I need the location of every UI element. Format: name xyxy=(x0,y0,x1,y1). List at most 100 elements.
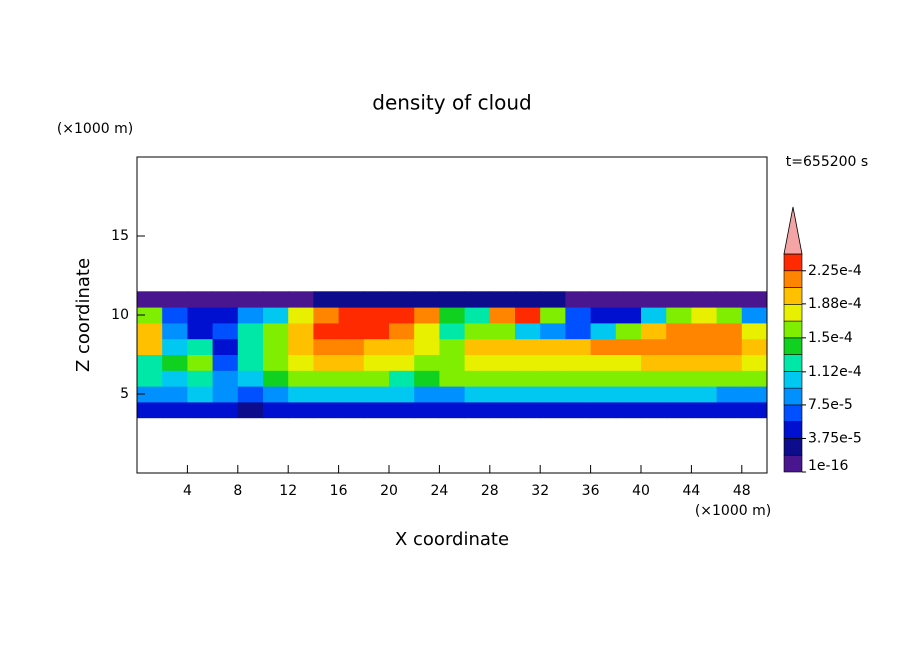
cell xyxy=(691,307,718,324)
colorbar-tick-label: 1e-16 xyxy=(808,458,848,474)
cell xyxy=(137,354,163,371)
cell xyxy=(565,386,592,403)
cell xyxy=(515,370,541,387)
cell xyxy=(641,338,667,355)
cell xyxy=(414,370,440,387)
cell xyxy=(313,307,340,324)
cell xyxy=(464,338,491,355)
cell xyxy=(288,307,314,324)
cell xyxy=(137,338,163,355)
cell xyxy=(590,370,617,387)
cell xyxy=(615,291,642,308)
cell xyxy=(489,338,516,355)
cell xyxy=(137,386,163,403)
cell xyxy=(162,291,188,308)
x-tick-label: 44 xyxy=(682,483,700,499)
cell xyxy=(590,354,617,371)
cell xyxy=(187,322,214,340)
cell xyxy=(338,322,365,340)
cell xyxy=(212,291,239,308)
cell xyxy=(565,307,592,324)
cell xyxy=(540,322,566,340)
cell xyxy=(313,401,340,419)
cell xyxy=(212,386,239,403)
cell xyxy=(237,401,264,419)
cell xyxy=(590,401,617,419)
cell xyxy=(338,386,365,403)
cell xyxy=(615,370,642,387)
cell xyxy=(137,291,163,308)
cell xyxy=(389,354,415,371)
cell xyxy=(414,291,440,308)
cell xyxy=(263,401,289,419)
cell xyxy=(288,401,314,419)
cell xyxy=(414,386,440,403)
cell xyxy=(515,401,541,419)
colorbar-band xyxy=(783,320,803,339)
y-unit: (×1000 m) xyxy=(57,121,133,137)
cell xyxy=(641,386,667,403)
colorbar-band xyxy=(783,354,803,372)
cell xyxy=(288,291,314,308)
colorbar-band xyxy=(783,304,803,322)
cell xyxy=(691,370,718,387)
y-tick-label: 5 xyxy=(120,386,129,402)
cell xyxy=(237,370,264,387)
x-axis-label: X coordinate xyxy=(395,529,509,550)
cell xyxy=(666,386,692,403)
cell xyxy=(590,291,617,308)
cell xyxy=(313,322,340,340)
cell xyxy=(741,354,768,371)
cell xyxy=(464,291,491,308)
cell xyxy=(515,307,541,324)
cell xyxy=(363,386,390,403)
cell xyxy=(741,291,768,308)
cell xyxy=(263,386,289,403)
cell xyxy=(288,386,314,403)
cell xyxy=(515,338,541,355)
cell xyxy=(615,307,642,324)
cell xyxy=(641,401,667,419)
cell xyxy=(338,370,365,387)
cell xyxy=(263,322,289,340)
cell xyxy=(691,354,718,371)
cell xyxy=(389,401,415,419)
cell xyxy=(741,370,768,387)
colorbar-band xyxy=(783,253,803,272)
cell xyxy=(439,401,466,419)
cell xyxy=(187,401,214,419)
cell xyxy=(716,291,743,308)
cell xyxy=(288,338,314,355)
cell xyxy=(212,354,239,371)
cell xyxy=(691,386,718,403)
cell xyxy=(691,401,718,419)
cell xyxy=(162,401,188,419)
cell xyxy=(540,307,566,324)
cell xyxy=(615,386,642,403)
cell xyxy=(590,338,617,355)
cell xyxy=(187,307,214,324)
cell xyxy=(363,338,390,355)
colorbar-tick-label: 2.25e-4 xyxy=(808,263,862,279)
cell xyxy=(363,291,390,308)
colorbar-band xyxy=(783,421,803,439)
cell xyxy=(615,338,642,355)
x-tick-label: 12 xyxy=(279,483,297,499)
cell xyxy=(439,291,466,308)
cell xyxy=(666,354,692,371)
cell xyxy=(313,338,340,355)
cell xyxy=(439,307,466,324)
x-tick-label: 16 xyxy=(330,483,348,499)
cell xyxy=(439,370,466,387)
cell xyxy=(338,291,365,308)
cell xyxy=(439,338,466,355)
cell xyxy=(212,338,239,355)
cell xyxy=(439,386,466,403)
cell xyxy=(741,386,768,403)
cell xyxy=(489,291,516,308)
x-tick-label: 32 xyxy=(531,483,549,499)
cell xyxy=(540,370,566,387)
colorbar-band xyxy=(783,454,803,473)
